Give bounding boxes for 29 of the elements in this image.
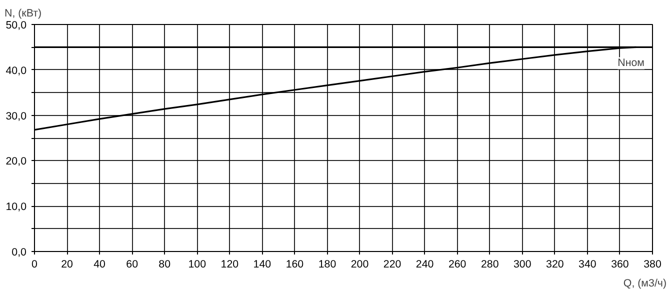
x-tick-label: 220 bbox=[383, 258, 402, 270]
x-tick-label: 20 bbox=[61, 258, 74, 270]
y-tick-label: 50,0 bbox=[6, 20, 27, 32]
x-tick-label: 200 bbox=[350, 258, 369, 270]
x-tick-label: 300 bbox=[514, 258, 532, 270]
x-tick-label: 160 bbox=[286, 258, 304, 270]
x-tick-label: 40 bbox=[94, 258, 106, 270]
x-tick-label: 80 bbox=[158, 258, 171, 270]
ref-line-label: Nном bbox=[618, 57, 645, 70]
y-tick-label: 40,0 bbox=[6, 64, 27, 77]
y-tick-label: 20,0 bbox=[6, 156, 27, 168]
y-axis-title: N, (кВт) bbox=[4, 8, 42, 20]
y-tick-label: 0,0 bbox=[12, 246, 27, 258]
x-tick-label: 60 bbox=[126, 258, 138, 270]
x-tick-label: 380 bbox=[644, 258, 662, 270]
x-tick-label: 0 bbox=[32, 258, 38, 270]
x-tick-label: 260 bbox=[448, 258, 466, 270]
x-tick-label: 140 bbox=[253, 258, 272, 270]
y-tick-label: 30,0 bbox=[6, 110, 27, 122]
x-tick-label: 340 bbox=[578, 258, 596, 270]
x-tick-label: 360 bbox=[611, 258, 629, 270]
x-tick-label: 180 bbox=[318, 258, 336, 270]
x-axis-title: Q, (м3/ч) bbox=[623, 278, 667, 290]
x-tick-label: 120 bbox=[220, 258, 239, 270]
x-tick-label: 100 bbox=[188, 258, 206, 270]
y-tick-label: 10,0 bbox=[6, 201, 27, 214]
x-tick-label: 240 bbox=[416, 258, 434, 270]
x-tick-label: 320 bbox=[546, 258, 564, 270]
x-tick-label: 280 bbox=[480, 258, 499, 270]
